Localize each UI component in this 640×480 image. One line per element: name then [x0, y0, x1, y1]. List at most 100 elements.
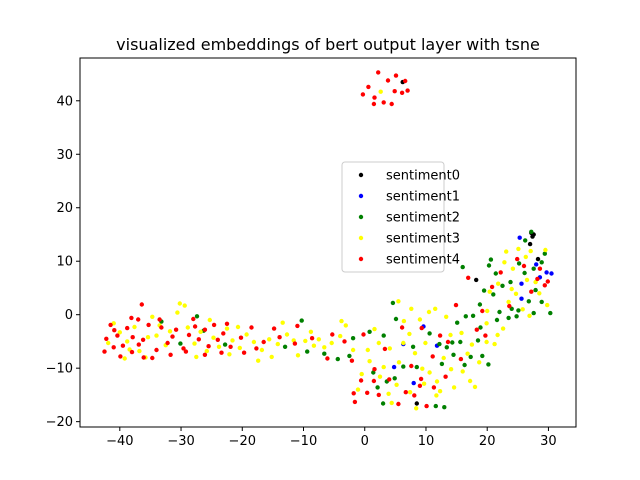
data-point [474, 277, 479, 283]
data-point [527, 241, 533, 247]
data-point [524, 277, 530, 283]
data-point [325, 356, 330, 361]
data-point [508, 279, 513, 285]
data-point [451, 385, 457, 390]
data-point [427, 370, 432, 375]
data-point [350, 336, 356, 341]
data-point [360, 92, 366, 97]
data-point [382, 346, 388, 352]
data-point [376, 340, 381, 346]
data-point [407, 331, 412, 337]
data-point [439, 361, 445, 367]
data-point [513, 291, 519, 296]
data-point [122, 356, 127, 361]
x-tick-label: −20 [229, 434, 256, 449]
data-point [168, 352, 173, 357]
legend-marker [358, 172, 364, 178]
data-point [186, 332, 192, 338]
data-point [111, 345, 116, 350]
data-point [342, 339, 347, 344]
data-point [531, 310, 536, 316]
data-point [544, 270, 549, 275]
data-point [194, 314, 200, 319]
data-point [170, 334, 175, 339]
data-point [125, 325, 130, 331]
data-point [372, 95, 377, 100]
data-point [533, 287, 538, 293]
data-point [474, 327, 479, 332]
data-point [419, 325, 424, 331]
data-point [466, 275, 471, 280]
data-point [390, 300, 396, 306]
data-point [159, 325, 164, 330]
data-point [338, 333, 343, 339]
data-point [392, 89, 397, 94]
data-point [227, 352, 232, 357]
data-point [183, 349, 189, 354]
data-point [393, 73, 399, 78]
data-point [117, 330, 123, 335]
data-point [181, 346, 186, 351]
data-point [120, 343, 126, 348]
data-point [211, 322, 217, 328]
data-point [365, 390, 370, 395]
data-point [528, 248, 533, 254]
data-point [150, 314, 155, 319]
data-point [365, 347, 370, 353]
data-point [230, 338, 235, 343]
legend-label: sentiment0 [386, 169, 460, 184]
data-point [521, 263, 527, 269]
data-point [531, 266, 536, 271]
data-point [136, 342, 141, 347]
data-point [371, 378, 377, 384]
data-point [381, 100, 386, 105]
data-point [437, 333, 443, 338]
plot-frame [79, 57, 577, 428]
data-point [322, 351, 327, 356]
data-point [434, 393, 439, 398]
data-point [445, 339, 451, 345]
data-point [441, 355, 446, 361]
data-point [396, 401, 401, 407]
data-point [330, 332, 335, 337]
data-point [150, 355, 155, 361]
chart-title: visualized embeddings of bert output lay… [116, 35, 540, 54]
data-point [491, 292, 496, 297]
data-point [401, 340, 406, 346]
data-point [487, 289, 492, 294]
data-point [198, 329, 203, 334]
data-point [417, 383, 423, 388]
data-point [137, 348, 142, 354]
data-point [196, 337, 201, 342]
data-point [115, 333, 120, 338]
x-tick-label: 30 [540, 434, 557, 449]
y-tick-label: −20 [46, 415, 73, 430]
data-point [498, 270, 503, 275]
series-sentiment4 [102, 70, 550, 409]
legend-item-sentiment3: sentiment3 [358, 232, 460, 247]
data-point [235, 324, 241, 330]
data-point [426, 309, 432, 315]
data-point [386, 391, 391, 396]
data-point [542, 283, 547, 288]
x-tick-label: −40 [106, 434, 133, 449]
x-tick-label: −30 [167, 434, 194, 449]
data-point [535, 276, 540, 282]
data-point [241, 350, 247, 355]
data-point [275, 341, 280, 347]
data-point [412, 351, 418, 356]
data-point [259, 347, 265, 353]
data-point [448, 332, 453, 338]
data-point [224, 321, 230, 326]
data-point [516, 308, 521, 313]
data-point [412, 393, 417, 398]
series-sentiment2 [159, 229, 553, 410]
data-point [349, 358, 355, 363]
data-point [480, 308, 485, 314]
data-point [167, 329, 173, 334]
data-point [178, 341, 183, 346]
data-point [443, 374, 448, 379]
data-point [367, 359, 372, 364]
data-point [522, 270, 527, 276]
